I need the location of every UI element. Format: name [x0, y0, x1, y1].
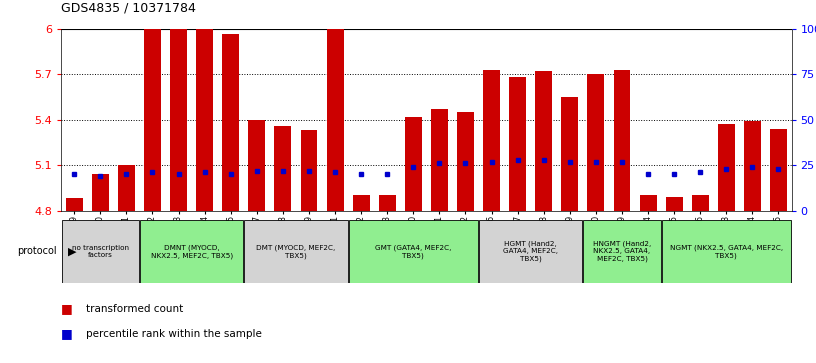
Bar — [348, 220, 478, 283]
Bar — [479, 220, 583, 283]
Text: protocol: protocol — [17, 246, 57, 256]
Text: DMT (MYOCD, MEF2C,
TBX5): DMT (MYOCD, MEF2C, TBX5) — [256, 244, 335, 258]
Bar — [62, 220, 139, 283]
Bar — [144, 29, 161, 211]
Bar — [405, 117, 422, 211]
Bar — [483, 70, 500, 211]
Bar — [170, 29, 187, 211]
Bar — [561, 97, 579, 211]
Bar — [92, 174, 109, 211]
Bar — [509, 77, 526, 211]
Bar — [140, 220, 243, 283]
Bar — [353, 195, 370, 211]
Bar — [118, 165, 135, 211]
Text: NGMT (NKX2.5, GATA4, MEF2C,
TBX5): NGMT (NKX2.5, GATA4, MEF2C, TBX5) — [670, 244, 783, 258]
Bar — [614, 70, 631, 211]
Bar — [248, 120, 265, 211]
Bar — [457, 112, 474, 211]
Bar — [588, 74, 605, 211]
Bar — [718, 124, 734, 211]
Text: ▶: ▶ — [68, 246, 76, 256]
Bar — [583, 220, 661, 283]
Text: GDS4835 / 10371784: GDS4835 / 10371784 — [61, 1, 196, 15]
Bar — [692, 195, 709, 211]
Text: ■: ■ — [61, 302, 73, 315]
Text: DMNT (MYOCD,
NKX2.5, MEF2C, TBX5): DMNT (MYOCD, NKX2.5, MEF2C, TBX5) — [150, 244, 233, 258]
Bar — [196, 29, 213, 211]
Bar — [662, 220, 791, 283]
Bar — [535, 72, 552, 211]
Bar — [326, 29, 344, 211]
Bar — [640, 195, 657, 211]
Text: GMT (GATA4, MEF2C,
TBX5): GMT (GATA4, MEF2C, TBX5) — [375, 244, 451, 258]
Text: HGMT (Hand2,
GATA4, MEF2C,
TBX5): HGMT (Hand2, GATA4, MEF2C, TBX5) — [503, 240, 558, 262]
Bar — [770, 129, 787, 211]
Bar — [222, 33, 239, 211]
Text: ■: ■ — [61, 327, 73, 340]
Bar — [431, 109, 448, 211]
Text: transformed count: transformed count — [86, 303, 183, 314]
Text: HNGMT (Hand2,
NKX2.5, GATA4,
MEF2C, TBX5): HNGMT (Hand2, NKX2.5, GATA4, MEF2C, TBX5… — [593, 240, 651, 262]
Text: no transcription
factors: no transcription factors — [72, 245, 129, 258]
Bar — [744, 121, 761, 211]
Bar — [244, 220, 348, 283]
Bar — [274, 126, 291, 211]
Bar — [66, 199, 82, 211]
Bar — [379, 195, 396, 211]
Text: percentile rank within the sample: percentile rank within the sample — [86, 329, 262, 339]
Bar — [666, 197, 683, 211]
Bar — [300, 130, 317, 211]
